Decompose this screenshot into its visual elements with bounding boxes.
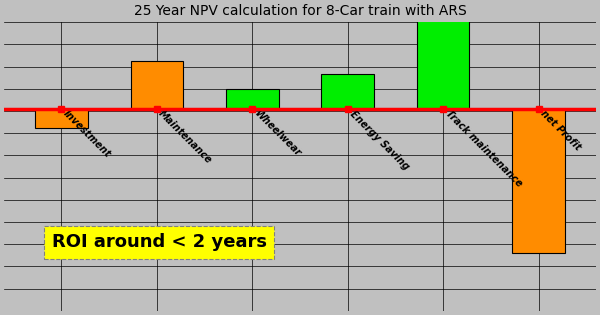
Text: ROI around < 2 years: ROI around < 2 years: [52, 233, 266, 251]
Bar: [512, 109, 565, 253]
Text: Investment: Investment: [61, 109, 113, 160]
Text: net Profit: net Profit: [539, 109, 583, 153]
Bar: [35, 109, 88, 128]
Text: Energy Saving: Energy Saving: [348, 109, 411, 172]
Bar: [226, 89, 278, 109]
Bar: [131, 60, 183, 109]
Title: 25 Year NPV calculation for 8-Car train with ARS: 25 Year NPV calculation for 8-Car train …: [134, 4, 466, 18]
Bar: [417, 0, 469, 109]
Text: Wheelwear: Wheelwear: [252, 109, 303, 159]
Text: Maintenance: Maintenance: [157, 109, 214, 166]
Bar: [322, 74, 374, 109]
Text: Track maintenance: Track maintenance: [443, 109, 524, 189]
